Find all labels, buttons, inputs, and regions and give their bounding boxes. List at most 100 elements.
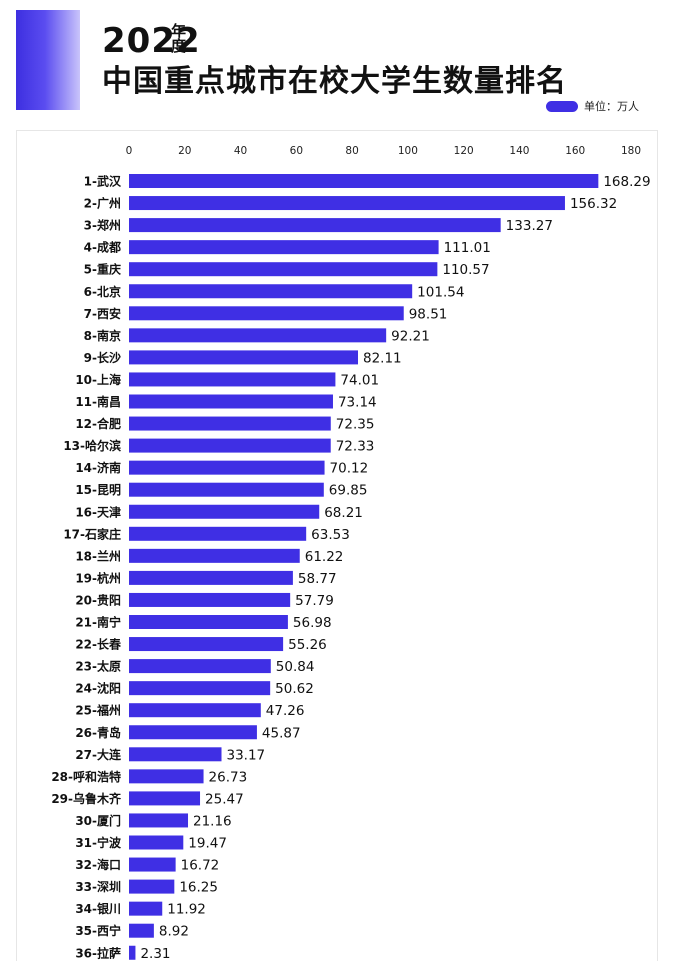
value-label: 98.51 — [409, 306, 448, 322]
bar — [129, 769, 204, 784]
bar — [129, 306, 404, 321]
bar — [129, 196, 565, 211]
category-label: 22-长春 — [75, 637, 122, 652]
value-label: 70.12 — [330, 461, 369, 477]
category-label: 32-海口 — [75, 857, 121, 872]
bar — [129, 416, 331, 431]
category-label: 31-宁波 — [75, 835, 122, 850]
value-label: 111.01 — [444, 240, 491, 256]
value-label: 25.47 — [205, 791, 244, 807]
category-label: 1-武汉 — [84, 174, 122, 189]
value-label: 63.53 — [311, 527, 350, 543]
bar — [129, 504, 320, 519]
x-tick-label: 160 — [565, 145, 585, 157]
chart-panel: 0 20 40 60 80 100 120 140 160 180 1-武汉 168.29 2-广州 15… — [16, 130, 658, 961]
category-label: 15-昆明 — [75, 483, 121, 497]
x-tick-label: 140 — [509, 145, 529, 157]
category-label: 8-南京 — [84, 328, 121, 343]
x-tick-label: 100 — [398, 145, 418, 157]
bar — [129, 174, 599, 188]
category-label: 28-呼和浩特 — [51, 769, 121, 784]
value-label: 74.01 — [340, 372, 379, 388]
x-tick-label: 180 — [621, 145, 641, 157]
value-label: 56.98 — [293, 615, 332, 631]
bar-chart: 0 20 40 60 80 100 120 140 160 180 1-武汉 168.29 2-广州 15… — [51, 145, 650, 961]
bar — [129, 901, 163, 916]
category-label: 26-青岛 — [75, 725, 121, 740]
bar — [129, 835, 184, 850]
bar — [129, 350, 358, 365]
value-label: 92.21 — [391, 328, 430, 344]
category-label: 12-合肥 — [75, 416, 121, 431]
bar — [129, 813, 189, 828]
category-label: 25-福州 — [75, 703, 121, 718]
value-label: 101.54 — [417, 284, 464, 300]
category-label: 20-贵阳 — [75, 592, 121, 607]
category-label: 29-乌鲁木齐 — [51, 791, 122, 806]
bar — [129, 394, 333, 409]
category-label: 16-天津 — [75, 504, 121, 519]
value-label: 2.31 — [140, 946, 170, 961]
value-label: 110.57 — [442, 262, 489, 278]
bar — [129, 240, 439, 255]
category-label: 23-太原 — [75, 659, 121, 674]
category-label: 13-哈尔滨 — [63, 438, 121, 453]
bar — [129, 615, 288, 629]
value-label: 33.17 — [227, 747, 266, 763]
value-label: 16.25 — [179, 880, 218, 896]
category-label: 27-大连 — [75, 747, 122, 762]
category-label: 34-银川 — [75, 901, 121, 916]
unit-swatch — [546, 100, 578, 112]
value-label: 69.85 — [329, 483, 368, 499]
category-label: 17-石家庄 — [63, 526, 121, 541]
value-label: 57.79 — [295, 593, 334, 609]
unit-legend: 单位：万人 — [546, 98, 639, 114]
value-label: 168.29 — [603, 174, 650, 190]
category-label: 21-南宁 — [75, 615, 121, 630]
bar — [129, 681, 271, 696]
bar — [129, 328, 387, 343]
title-year-suffix: 年度 — [171, 22, 187, 55]
bar — [129, 548, 300, 563]
value-label: 47.26 — [266, 703, 305, 719]
category-label: 9-长沙 — [84, 350, 121, 365]
x-tick-label: 120 — [454, 145, 474, 157]
value-label: 45.87 — [262, 725, 301, 741]
bar — [129, 791, 201, 806]
value-label: 50.84 — [276, 659, 315, 675]
title-year: 2022 — [102, 21, 201, 61]
category-label: 33-深圳 — [75, 879, 121, 894]
bar — [129, 592, 291, 607]
bar — [129, 879, 175, 894]
value-label: 133.27 — [506, 218, 553, 234]
value-label: 58.77 — [298, 571, 337, 587]
unit-label: 单位：万人 — [584, 100, 639, 113]
category-label: 11-南昌 — [75, 394, 121, 409]
bar — [129, 438, 331, 453]
value-label: 72.35 — [336, 417, 375, 433]
bar — [129, 482, 324, 497]
category-label: 14-济南 — [75, 460, 121, 475]
value-label: 72.33 — [336, 439, 375, 455]
bar — [129, 703, 261, 718]
bar — [129, 857, 176, 872]
bar — [129, 570, 293, 585]
category-label: 10-上海 — [75, 372, 121, 387]
category-label: 19-杭州 — [75, 570, 121, 585]
chart-title: 中国重点城市在校大学生数量排名 — [102, 64, 567, 99]
bar — [129, 218, 501, 233]
bar — [129, 659, 271, 674]
x-tick-label: 80 — [345, 145, 358, 157]
value-label: 50.62 — [275, 681, 314, 697]
bar — [129, 372, 336, 387]
accent-stripe — [16, 10, 80, 110]
x-tick-label: 40 — [234, 145, 247, 157]
value-label: 55.26 — [288, 637, 327, 653]
value-label: 26.73 — [209, 769, 248, 785]
value-label: 61.22 — [305, 549, 344, 565]
bar — [129, 284, 413, 299]
value-label: 19.47 — [188, 836, 227, 852]
bar — [129, 747, 222, 762]
value-label: 16.72 — [181, 858, 220, 874]
bar — [129, 262, 438, 277]
